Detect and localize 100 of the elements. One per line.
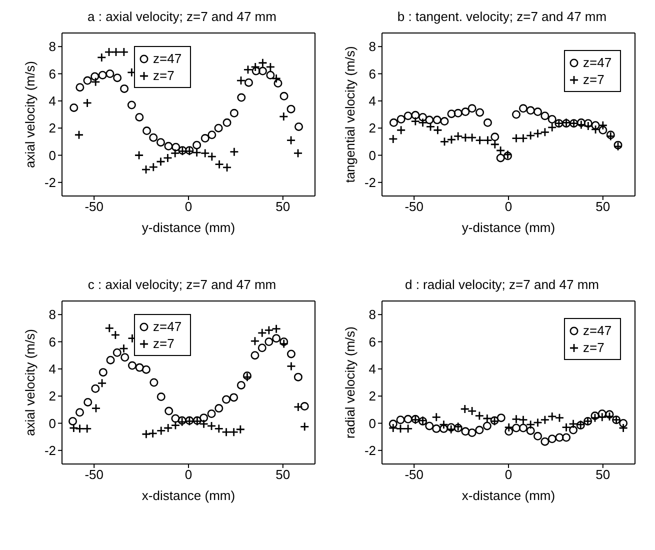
point xyxy=(294,372,302,382)
point xyxy=(540,112,550,120)
point xyxy=(475,136,484,146)
point xyxy=(482,422,492,430)
point xyxy=(128,361,136,370)
point xyxy=(300,402,309,411)
y-tick-label: -2 xyxy=(364,443,376,458)
y-tick-label: 8 xyxy=(368,307,376,322)
legend-label: z=7 xyxy=(153,335,174,352)
point xyxy=(540,415,550,425)
point xyxy=(148,428,158,438)
y-tick-label: 2 xyxy=(368,388,376,404)
point xyxy=(533,418,542,428)
point xyxy=(388,420,398,428)
point xyxy=(404,112,412,120)
point xyxy=(453,132,463,141)
point xyxy=(91,404,101,414)
point xyxy=(141,164,151,174)
point xyxy=(475,426,484,434)
y-tick-label: 8 xyxy=(48,307,56,322)
point xyxy=(170,148,180,158)
point xyxy=(526,130,536,140)
point xyxy=(548,434,556,444)
y-tick-label: 6 xyxy=(48,66,56,82)
y-tick-label: 0 xyxy=(368,148,376,163)
point xyxy=(172,142,180,152)
point xyxy=(418,112,428,122)
point xyxy=(214,124,223,132)
point xyxy=(104,323,114,333)
point xyxy=(206,421,216,431)
point xyxy=(598,120,608,130)
point xyxy=(483,118,492,127)
point xyxy=(135,112,144,122)
y-axis-title: axial velocity (m/s) xyxy=(22,61,38,168)
point xyxy=(534,432,542,440)
point xyxy=(74,130,84,140)
point xyxy=(410,116,420,126)
point xyxy=(597,412,607,422)
point xyxy=(583,121,593,131)
point xyxy=(156,426,166,436)
point xyxy=(590,413,600,423)
point xyxy=(171,414,180,423)
point xyxy=(432,116,442,124)
y-tick-label: 8 xyxy=(368,39,376,54)
point xyxy=(250,336,260,346)
x-tick-label: 50 xyxy=(276,467,290,482)
point xyxy=(576,120,586,130)
legend-label: z=7 xyxy=(153,67,174,84)
x-tick-label: -50 xyxy=(84,467,104,482)
point xyxy=(264,326,274,335)
y-tick-label: 6 xyxy=(368,334,376,350)
x-axis-title: x-distance (mm) xyxy=(462,488,556,503)
point xyxy=(207,409,216,418)
point xyxy=(454,108,462,118)
point xyxy=(540,127,550,137)
point xyxy=(576,118,586,127)
point xyxy=(584,119,592,128)
point xyxy=(554,413,564,423)
point xyxy=(264,338,274,346)
x-tick-label: -50 xyxy=(84,199,104,214)
point xyxy=(242,372,252,382)
point xyxy=(439,424,448,433)
legend-label: z=47 xyxy=(153,50,182,67)
point xyxy=(468,104,476,113)
point xyxy=(111,47,121,57)
point xyxy=(461,108,470,116)
point xyxy=(286,350,296,358)
point xyxy=(243,64,253,74)
point xyxy=(512,110,520,119)
point xyxy=(460,404,470,414)
point xyxy=(200,414,208,422)
point xyxy=(112,348,122,357)
point xyxy=(192,140,202,150)
point xyxy=(83,76,92,85)
y-tick-label: 6 xyxy=(368,66,376,82)
point xyxy=(127,100,136,110)
point xyxy=(440,117,449,126)
y-tick-label: 4 xyxy=(368,94,376,109)
point xyxy=(272,74,281,84)
point xyxy=(236,424,246,434)
y-tick-label: 4 xyxy=(368,362,376,377)
chart-title: c : axial velocity; z=7 and 47 mm xyxy=(86,276,278,294)
y-tick-label: 4 xyxy=(48,94,56,109)
point xyxy=(490,132,500,142)
point xyxy=(156,138,165,147)
point xyxy=(222,162,232,172)
x-axis-title: y-distance (mm) xyxy=(142,220,236,235)
point xyxy=(518,415,528,425)
y-tick-label: 4 xyxy=(48,362,56,377)
point xyxy=(396,125,406,135)
x-tick-label: 0 xyxy=(504,467,512,482)
point xyxy=(222,427,231,437)
point xyxy=(250,351,260,360)
point xyxy=(468,428,476,438)
point xyxy=(142,126,152,136)
legend-label: z=7 xyxy=(583,71,604,88)
y-tick-label: 2 xyxy=(48,388,56,404)
point xyxy=(76,83,84,92)
point xyxy=(461,427,470,436)
point xyxy=(242,371,252,380)
